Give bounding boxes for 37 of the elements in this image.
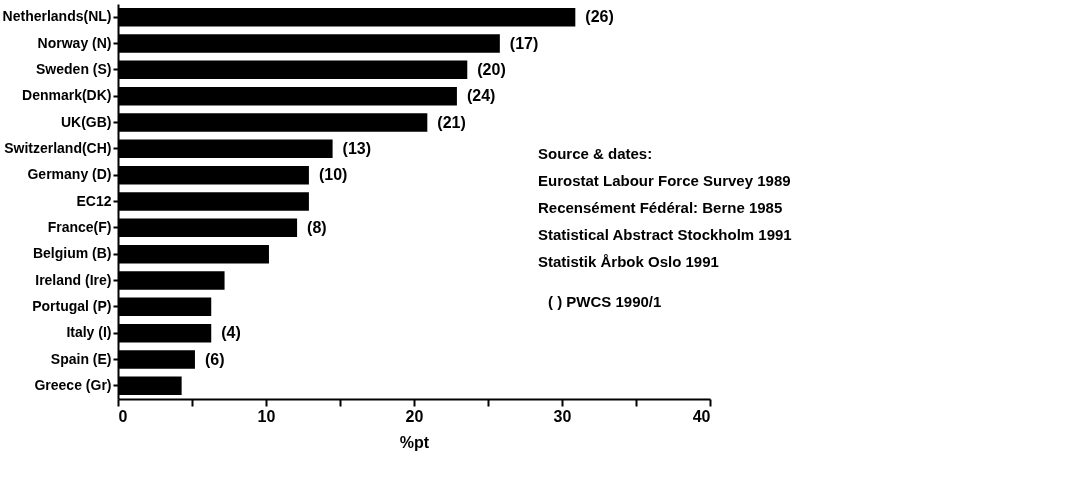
y-tick-label: Ireland (Ire) — [35, 271, 112, 288]
annotation: (24) — [466, 87, 496, 105]
annotation: ( ) PWCS 1990/1 — [548, 293, 662, 310]
y-tick-label: Norway (N) — [37, 34, 112, 51]
x-tick-label: 40 — [692, 407, 711, 425]
annotation: (26) — [585, 8, 614, 26]
y-tick-label: Switzerland(CH) — [4, 139, 112, 156]
annotation: Source & dates: — [538, 145, 653, 162]
annotation: (13) — [342, 139, 372, 157]
x-tick-label: 10 — [257, 407, 276, 425]
annotation: Statistik Årbok Oslo 1991 — [538, 253, 719, 270]
annotation: Statistical Abstract Stockholm 1991 — [538, 226, 792, 243]
y-tick-label: Belgium (B) — [32, 245, 112, 262]
y-tick-label: UK(GB) — [60, 113, 112, 130]
x-tick-label: 20 — [405, 407, 424, 425]
x-tick-label: 0 — [118, 407, 128, 425]
y-tick-label: Netherlands(NL) — [2, 8, 112, 25]
annotation: (21) — [437, 113, 466, 131]
annotation: (4) — [221, 324, 241, 342]
x-tick-label: 30 — [553, 407, 572, 425]
y-tick-label: Germany (D) — [27, 166, 112, 183]
annotation: (20) — [477, 60, 506, 78]
annotation: (17) — [509, 34, 539, 52]
annotation: Eurostat Labour Force Survey 1989 — [538, 172, 791, 189]
y-tick-label: Spain (E) — [50, 350, 112, 367]
annotation: (6) — [204, 350, 225, 368]
annotation: Recensément Fédéral: Berne 1985 — [538, 199, 783, 216]
x-axis-title: %pt — [399, 433, 430, 451]
y-tick-label: France(F) — [47, 218, 112, 235]
annotation: (10) — [318, 166, 348, 184]
y-tick-label: EC12 — [76, 192, 112, 209]
annotation: (8) — [307, 218, 327, 236]
y-tick-label: Denmark(DK) — [22, 87, 112, 104]
y-tick-label: Portugal (P) — [32, 297, 112, 314]
y-tick-label: Greece (Gr) — [34, 376, 112, 393]
y-tick-label: Sweden (S) — [36, 60, 112, 77]
y-tick-label: Italy (I) — [66, 324, 112, 341]
